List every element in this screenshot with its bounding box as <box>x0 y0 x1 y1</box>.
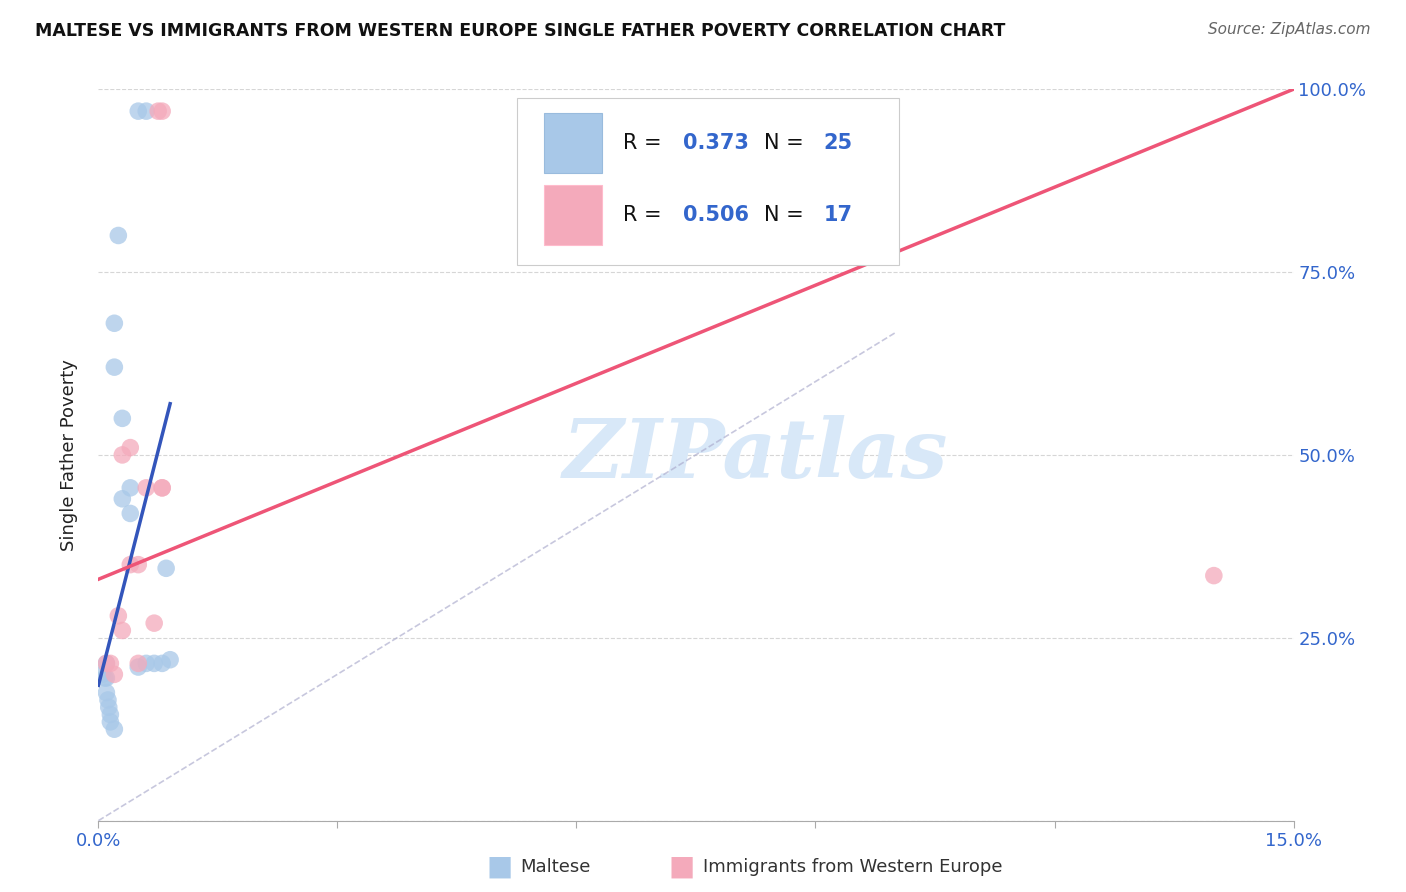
Bar <box>544 113 602 173</box>
Text: R =: R = <box>623 134 668 153</box>
Text: ■: ■ <box>486 853 512 881</box>
Point <box>127 558 149 572</box>
Point <box>96 657 118 671</box>
Text: 17: 17 <box>824 205 853 225</box>
Point <box>120 481 142 495</box>
Point <box>111 491 134 506</box>
Text: 0.506: 0.506 <box>683 205 749 225</box>
Text: N =: N = <box>763 134 810 153</box>
Point <box>94 671 117 685</box>
Text: Immigrants from Western Europe: Immigrants from Western Europe <box>703 858 1002 876</box>
Point <box>150 104 173 119</box>
Point <box>103 316 125 330</box>
Point <box>97 700 120 714</box>
Point <box>111 448 134 462</box>
Point <box>103 723 125 737</box>
Point <box>98 714 122 729</box>
Point <box>120 441 142 455</box>
Y-axis label: Single Father Poverty: Single Father Poverty <box>59 359 77 551</box>
Point <box>96 657 118 671</box>
Text: R =: R = <box>623 205 668 225</box>
Point <box>107 228 129 243</box>
Point <box>103 667 125 681</box>
Point <box>1202 568 1225 582</box>
Point <box>155 561 177 575</box>
Point <box>98 707 122 722</box>
Text: N =: N = <box>763 205 810 225</box>
Point <box>127 104 149 119</box>
Point <box>143 657 166 671</box>
Point <box>150 481 173 495</box>
Point <box>127 657 149 671</box>
Point <box>111 624 134 638</box>
Text: 25: 25 <box>824 134 853 153</box>
Point <box>96 686 118 700</box>
Point <box>150 481 173 495</box>
Bar <box>544 186 602 245</box>
Text: MALTESE VS IMMIGRANTS FROM WESTERN EUROPE SINGLE FATHER POVERTY CORRELATION CHAR: MALTESE VS IMMIGRANTS FROM WESTERN EUROP… <box>35 22 1005 40</box>
Point <box>135 104 157 119</box>
Point <box>91 667 114 681</box>
Point <box>127 660 149 674</box>
Point <box>120 558 142 572</box>
Point <box>159 653 181 667</box>
Point <box>111 411 134 425</box>
Point <box>103 360 125 375</box>
Text: ZIPatlas: ZIPatlas <box>562 415 949 495</box>
Point <box>98 657 122 671</box>
Point <box>96 671 118 685</box>
Point <box>135 657 157 671</box>
FancyBboxPatch shape <box>517 98 900 265</box>
Point <box>150 657 173 671</box>
Text: Maltese: Maltese <box>520 858 591 876</box>
Point <box>107 608 129 623</box>
Point <box>97 693 120 707</box>
Point <box>135 481 157 495</box>
Point <box>148 104 170 119</box>
Text: ■: ■ <box>669 853 695 881</box>
Text: 0.373: 0.373 <box>683 134 749 153</box>
Point <box>143 616 166 631</box>
Point <box>120 507 142 521</box>
Text: Source: ZipAtlas.com: Source: ZipAtlas.com <box>1208 22 1371 37</box>
